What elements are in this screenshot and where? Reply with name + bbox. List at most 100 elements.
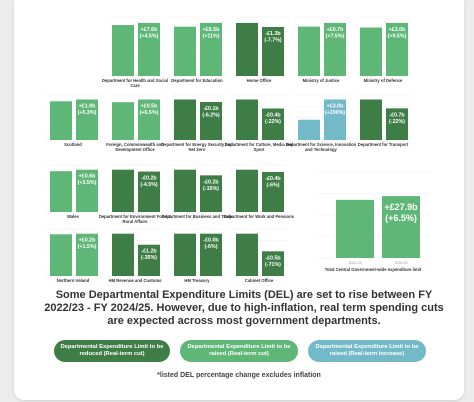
bar-fy2024-25: [138, 244, 160, 276]
chart-title: Wales: [67, 214, 80, 219]
change-label: +£0.7b: [327, 27, 344, 33]
percent-label: (-22%): [389, 119, 405, 125]
chart-title: Home Office: [247, 78, 272, 83]
change-label: -£0.2b: [141, 176, 157, 182]
bar-fy2024-25: [200, 22, 222, 76]
bar-fy2022-23: [112, 25, 134, 77]
change-label: +£0.5b: [141, 104, 158, 110]
bar-fy2024-25: [324, 99, 346, 140]
bar-fy2024-25: [386, 108, 408, 140]
change-label: +£27.9b: [384, 202, 418, 212]
chart-department-for-culture-media-and-sport: -£0.4b(-22%) Department for Culture, Medi…: [225, 94, 294, 152]
chart-title: Department for Health and Social: [102, 78, 168, 83]
percent-label: (+4.5%): [140, 33, 159, 39]
change-label: +£6.5b: [203, 27, 220, 33]
percent-label: (-6%): [205, 244, 218, 250]
chart-title: Northern Ireland: [57, 278, 90, 283]
chart-title: HM Treasury: [184, 278, 210, 283]
percent-label: (-7.7%): [264, 37, 282, 43]
bar-fy2022-23: [298, 26, 320, 76]
change-label: -£0.5b: [265, 255, 281, 261]
chart-title: Development Office: [115, 147, 155, 152]
chart-title: HM Revenue and Customs: [109, 278, 162, 283]
chart-cabinet-office: -£0.5b(-71%) Cabinet Office: [232, 228, 288, 283]
chart-title: Foreign, Commonwealth and: [106, 142, 164, 147]
percent-label: (-6%): [267, 183, 280, 189]
bar-fy2024-25: [262, 251, 284, 276]
percent-label: (-22%): [265, 119, 281, 125]
summary-text: Some Departmental Expenditure Limits (DE…: [44, 289, 444, 327]
bar-fy2022-23: [236, 99, 258, 140]
chart-department-for-energy-security-and-net-zero: -£0.1b(-6.2%) Department for Energy Secur…: [161, 94, 233, 152]
chart-title: Cabinet Office: [245, 278, 274, 283]
percent-label: (-35%): [141, 255, 157, 261]
tick-label: 2024-25: [395, 261, 408, 265]
percent-label: (+9.5%): [388, 33, 407, 39]
bar-fy2022-23: [298, 119, 320, 140]
chart-ministry-of-defence: +£3.0b(+9.5%) Ministry of Defence: [356, 16, 412, 83]
bar-fy2024-25: [262, 26, 284, 76]
department-charts: +£7.6b(+4.5%) Department for Health and S…: [46, 16, 430, 283]
percent-label: (-15%): [203, 186, 219, 192]
bar-fy2022-23: [236, 169, 258, 212]
chart-department-for-work-and-pensions: -£0.4b(-6%) Department for Work and Pensi…: [224, 164, 295, 219]
bar-fy2024-25: [76, 99, 98, 140]
chart-department-for-environment-food-and-rural-affairs: -£0.2b(-4.5%) Department for Environment …: [99, 164, 171, 224]
chart-total-central-government-wide-expenditure-limit: +£27.9b(+6.5%) 2022-23 2024-25 Total Centra…: [318, 171, 430, 272]
chart-title: Department for Education: [171, 78, 223, 83]
chart-title: Care: [130, 83, 140, 88]
bar-fy2022-23: [336, 199, 374, 258]
bar-fy2024-25: [262, 108, 284, 140]
bar-fy2022-23: [174, 26, 196, 76]
legend-raised-real-cut: Departmental Expenditure Limit to be rai…: [180, 340, 298, 362]
bar-fy2022-23: [174, 233, 196, 276]
change-label: -£1.2b: [141, 249, 157, 255]
percent-label: (+200%): [325, 110, 345, 116]
bar-fy2022-23: [174, 99, 196, 140]
legend-raised-real-increase: Departmental Expenditure Limit to be rai…: [308, 340, 426, 362]
chart-title: Department for Work and Pensions: [224, 214, 295, 219]
chart-wales: +£0.6b(+3.5%) Wales: [46, 164, 102, 219]
tick-label: 2022-23: [349, 261, 362, 265]
infographic-card: +£7.6b (+4.5%) Department for Health and S…: [14, 0, 464, 400]
chart-home-office: -£1.3b(-7.7%) Home Office: [232, 16, 288, 83]
change-label: +£3.0b: [327, 104, 344, 110]
chart-scotland: +£1.9b(+5.3%) Scotland: [46, 94, 102, 147]
chart-title: Department for Business and Trade: [162, 214, 233, 219]
chart-title: Department for Environment Food &: [99, 214, 171, 219]
bar-fy2022-23: [236, 22, 258, 76]
bar-fy2024-25: [138, 171, 160, 212]
percent-label: (+5.3%): [78, 110, 97, 116]
bar-fy2024-25: [76, 233, 98, 276]
bar-fy2024-25: [382, 196, 420, 258]
chart-title: Department for Science, Innovation: [286, 142, 357, 147]
chart-title: and Technology: [305, 147, 337, 152]
bar-fy2024-25: [386, 22, 408, 76]
change-label: -£0.0b: [203, 238, 219, 244]
percent-label: (-6.2%): [202, 113, 220, 119]
chart-title: Sport: [254, 147, 266, 152]
chart-title: Total Central Government-wide expenditur…: [325, 267, 422, 272]
change-label: +£1.9b: [79, 104, 96, 110]
legend-reduced-real-cut: Departmental Expenditure Limit to be red…: [54, 340, 170, 362]
chart-title: Department for Transport: [358, 142, 409, 147]
bar-fy2022-23: [112, 102, 134, 140]
chart-title: Department for Energy Security and: [161, 142, 233, 147]
bar-fy2024-25: [200, 233, 222, 276]
change-label: -£0.2b: [203, 179, 219, 185]
chart-department-for-business-and-trade: -£0.2b(-15%) Department for Business and …: [162, 164, 233, 219]
chart-department-for-transport: -£0.7b(-22%) Department for Transport: [356, 94, 412, 147]
bar-fy2022-23: [236, 233, 258, 276]
change-label: +£0.6b: [79, 174, 96, 180]
bar-fy2024-25: [76, 169, 98, 212]
bar-fy2022-23: [112, 169, 134, 212]
bar-fy2022-23: [50, 234, 72, 276]
bar-fy2024-25: [262, 172, 284, 212]
change-label: +£3.0b: [389, 27, 406, 33]
change-label: +£0.2b: [79, 238, 96, 244]
change-label: -£1.3b: [265, 31, 281, 37]
percent-label: (+6.5%): [140, 110, 159, 116]
chart-hm-revenue-and-customs: -£1.2b(-35%) HM Revenue and Customs: [108, 228, 164, 283]
chart-title: Rural Affairs: [123, 219, 149, 224]
chart-title: Ministry of Justice: [303, 78, 340, 83]
